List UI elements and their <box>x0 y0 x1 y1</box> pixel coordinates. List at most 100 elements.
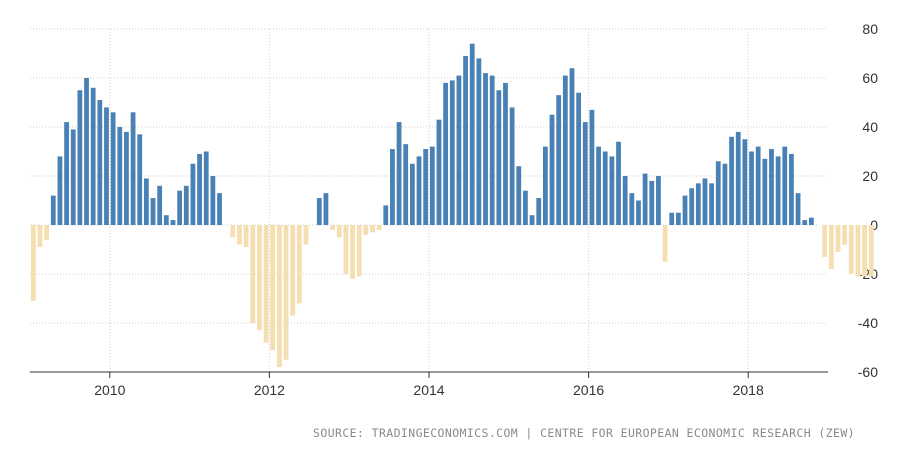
bar-positive <box>396 122 402 225</box>
bar-positive <box>808 217 814 225</box>
bar-positive <box>210 176 216 225</box>
bar-positive <box>203 151 209 225</box>
bar-positive <box>576 92 582 225</box>
bar-negative <box>250 225 256 323</box>
bar-positive <box>656 176 661 225</box>
bar-positive <box>456 75 462 225</box>
bar-positive <box>556 95 562 226</box>
bar-positive <box>775 156 781 225</box>
bar-positive <box>130 112 136 225</box>
bar-positive <box>536 198 542 225</box>
bar-positive <box>177 190 183 225</box>
bar-positive <box>602 151 608 225</box>
bar-positive <box>569 68 575 225</box>
bar-positive <box>729 136 734 225</box>
bar-positive <box>516 166 522 225</box>
bar-positive <box>84 78 89 225</box>
bar-negative <box>855 225 861 277</box>
bar-positive <box>57 156 63 225</box>
y-tick-label: -20 <box>858 266 878 282</box>
bar-positive <box>469 43 475 226</box>
bar-positive <box>316 198 322 225</box>
bar-negative <box>283 225 289 360</box>
bar-positive <box>70 129 76 225</box>
bar-positive <box>409 163 415 225</box>
bar-positive <box>702 178 708 225</box>
bar-positive <box>77 90 83 225</box>
bar-negative <box>350 225 355 279</box>
bar-negative <box>230 225 236 238</box>
bar-negative <box>842 225 848 245</box>
bar-positive <box>163 215 169 225</box>
bar-positive <box>137 134 143 225</box>
bar-negative <box>263 225 269 343</box>
bar-positive <box>503 82 508 226</box>
bar-positive <box>390 149 395 225</box>
bar-positive <box>323 193 329 225</box>
bar-positive <box>735 131 741 225</box>
y-tick-label: 20 <box>862 168 878 184</box>
bar-positive <box>476 58 482 226</box>
bar-positive <box>802 220 808 225</box>
bar-positive <box>463 55 468 226</box>
bar-positive <box>622 176 628 225</box>
bar-positive <box>403 144 409 225</box>
bar-positive <box>636 200 641 225</box>
bar-negative <box>303 225 309 245</box>
bar-positive <box>695 183 701 225</box>
bar-positive <box>789 153 794 225</box>
bar-positive <box>762 158 768 225</box>
bar-negative <box>370 225 375 233</box>
bar-negative <box>343 225 349 274</box>
bar-positive <box>97 100 103 225</box>
bar-negative <box>336 225 342 238</box>
x-tick-label: 2012 <box>254 382 285 398</box>
bar-positive <box>629 193 635 225</box>
bar-negative <box>44 225 50 240</box>
x-tick-label: 2018 <box>733 382 764 398</box>
bar-negative <box>243 225 249 248</box>
bar-negative <box>330 225 335 230</box>
y-tick-label: 40 <box>862 119 878 135</box>
bar-positive <box>682 195 688 225</box>
y-tick-label: -40 <box>858 315 878 331</box>
bar-positive <box>596 146 601 225</box>
bar-negative <box>848 225 854 274</box>
bar-negative <box>363 225 369 235</box>
bar-positive <box>496 90 502 225</box>
bar-positive <box>429 146 435 225</box>
bar-positive <box>197 153 202 225</box>
bar-positive <box>755 146 761 225</box>
bar-positive <box>782 146 788 225</box>
bar-positive <box>90 87 96 225</box>
bar-positive <box>549 114 555 225</box>
y-tick-label: -60 <box>858 364 878 380</box>
bar-positive <box>423 149 429 225</box>
bar-positive <box>50 195 56 225</box>
bar-negative <box>662 225 668 262</box>
bar-positive <box>609 156 615 225</box>
bar-positive <box>669 212 675 225</box>
bar-positive <box>709 183 715 225</box>
bar-positive <box>124 131 129 225</box>
bar-positive <box>150 198 156 225</box>
bar-negative <box>290 225 296 316</box>
bar-positive <box>157 185 163 225</box>
bar-positive <box>529 215 535 225</box>
bar-negative <box>237 225 242 245</box>
bar-positive <box>715 161 721 225</box>
x-tick-label: 2016 <box>573 382 604 398</box>
x-tick-label: 2010 <box>94 382 125 398</box>
bar-negative <box>828 225 834 270</box>
bar-positive <box>117 127 123 225</box>
bar-positive <box>104 107 109 225</box>
bar-negative <box>30 225 36 301</box>
bar-positive <box>542 146 548 225</box>
bar-positive <box>642 173 648 225</box>
bar-positive <box>443 82 449 226</box>
bar-positive <box>483 73 488 225</box>
bar-positive <box>509 107 515 225</box>
bar-positive <box>383 205 389 225</box>
